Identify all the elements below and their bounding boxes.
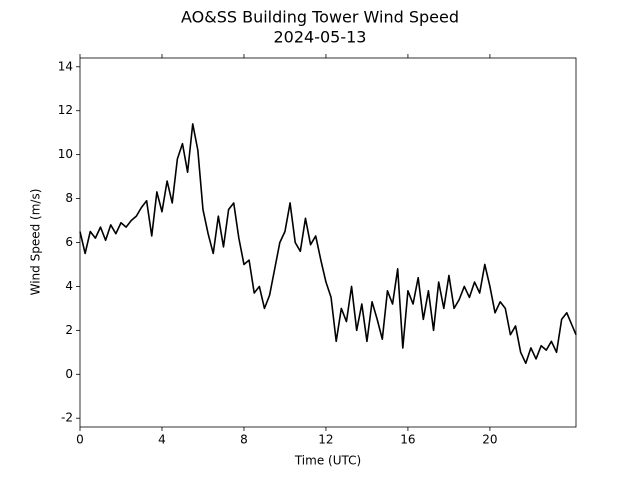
- x-tick-label: 16: [400, 433, 415, 447]
- y-tick-label: 10: [58, 147, 73, 161]
- plot-frame: [79, 57, 577, 428]
- y-tick-label: 6: [65, 235, 73, 249]
- line: [79, 123, 577, 365]
- x-axis-label: Time (UTC): [294, 454, 361, 468]
- y-tick-label: -2: [61, 411, 73, 425]
- y-axis-label: Wind Speed (m/s): [29, 189, 43, 296]
- chart-subtitle: 2024-05-13: [274, 28, 367, 47]
- y-tick-label: 0: [65, 367, 73, 381]
- x-tick-label: 0: [76, 433, 84, 447]
- y-tick-label: 2: [65, 323, 73, 337]
- x-tick-label: 12: [318, 433, 333, 447]
- y-tick-label: 12: [58, 103, 73, 117]
- y-tick-label: 8: [65, 191, 73, 205]
- y-tick-label: 14: [58, 59, 73, 73]
- x-tick-label: 20: [482, 433, 497, 447]
- x-tick-label: 8: [240, 433, 248, 447]
- y-tick-label: 4: [65, 279, 73, 293]
- chart-title: AO&SS Building Tower Wind Speed: [181, 8, 459, 27]
- x-tick-label: 4: [158, 433, 166, 447]
